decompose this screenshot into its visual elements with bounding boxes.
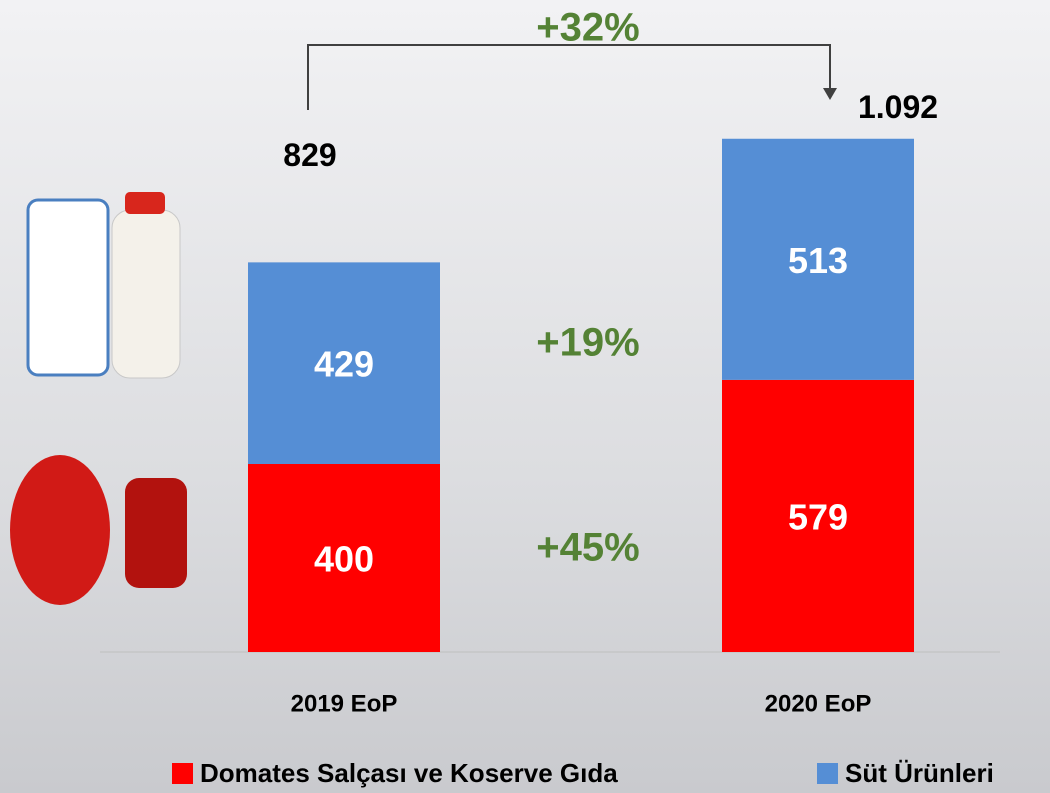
chart: +32% +19% +45% 400 429 2019 EoP 579 513 2020 … [0, 0, 1050, 793]
total-label: 829 [283, 137, 336, 173]
value-label: 429 [314, 344, 374, 385]
legend-swatch [172, 763, 193, 784]
paste-jar [10, 455, 110, 605]
value-label: 513 [788, 240, 848, 281]
legend-label: Süt Ürünleri [845, 758, 994, 788]
total-label: 1.092 [858, 89, 938, 125]
legend-label: Domates Salçası ve Koserve Gıda [200, 758, 618, 788]
milk-bottle [112, 210, 180, 378]
bottle-cap [125, 192, 165, 214]
value-label: 579 [788, 496, 848, 537]
milk-carton [28, 200, 108, 375]
x-tick-label: 2019 EoP [291, 690, 398, 717]
total-growth: +32% [536, 6, 639, 50]
legend-swatch [817, 763, 838, 784]
tomato-growth: +45% [536, 526, 639, 570]
ketchup-bottle [125, 478, 187, 588]
x-tick-label: 2020 EoP [765, 690, 872, 717]
value-label: 400 [314, 539, 374, 580]
dairy-growth: +19% [536, 321, 639, 365]
